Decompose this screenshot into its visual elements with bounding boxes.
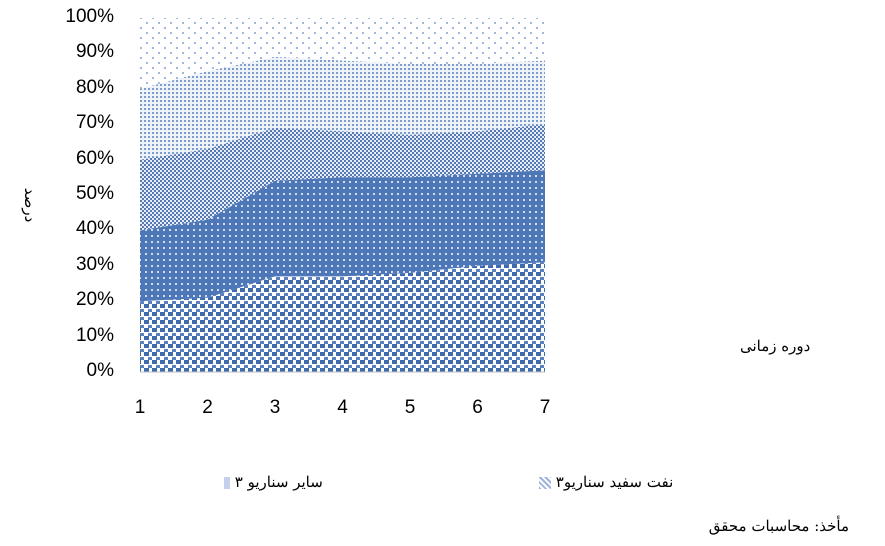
y-tick-label: 20% bbox=[75, 289, 114, 311]
x-tick-label: 1 bbox=[134, 397, 146, 418]
x-tick-label: 5 bbox=[404, 397, 416, 418]
y-tick-label: 70% bbox=[75, 112, 114, 134]
legend-swatch-kerosene bbox=[539, 477, 551, 489]
x-tick-label: 4 bbox=[337, 397, 348, 418]
area-series-group bbox=[140, 18, 545, 372]
y-tick-label: 40% bbox=[75, 218, 114, 240]
area-series-4 bbox=[140, 56, 545, 160]
y-tick-label: 0% bbox=[86, 360, 114, 381]
legend-label: نفت سفید سناریو۳ bbox=[555, 473, 674, 491]
source-note: مأخذ: محاسبات محقق bbox=[708, 517, 849, 535]
legend-swatch-other bbox=[224, 477, 230, 489]
y-tick-label: 60% bbox=[75, 147, 114, 169]
area-series-5 bbox=[140, 18, 545, 89]
y-tick-label: 50% bbox=[75, 183, 114, 204]
x-tick-label: 3 bbox=[269, 397, 281, 418]
legend-label: سایر سناریو ۳ bbox=[234, 473, 323, 491]
y-tick-label: 80% bbox=[75, 76, 114, 98]
y-tick-label: 100% bbox=[65, 6, 114, 27]
x-tick-label: 7 bbox=[539, 397, 551, 418]
y-tick-label: 90% bbox=[75, 41, 114, 63]
legend-item-kerosene: نفت سفید سناریو۳ bbox=[533, 473, 673, 491]
legend-item-other: سایر سناریو ۳ bbox=[218, 473, 323, 491]
y-tick-label: 30% bbox=[75, 253, 114, 275]
area-series-2 bbox=[140, 170, 545, 302]
x-axis-label: دوره زمانی bbox=[740, 337, 811, 355]
area-series-1 bbox=[140, 262, 545, 372]
area-series-3 bbox=[140, 124, 545, 231]
y-axis-label: درصد bbox=[21, 187, 39, 223]
x-tick-label: 2 bbox=[202, 397, 213, 418]
x-tick-label: 6 bbox=[472, 397, 483, 418]
y-tick-label: 10% bbox=[75, 324, 114, 346]
